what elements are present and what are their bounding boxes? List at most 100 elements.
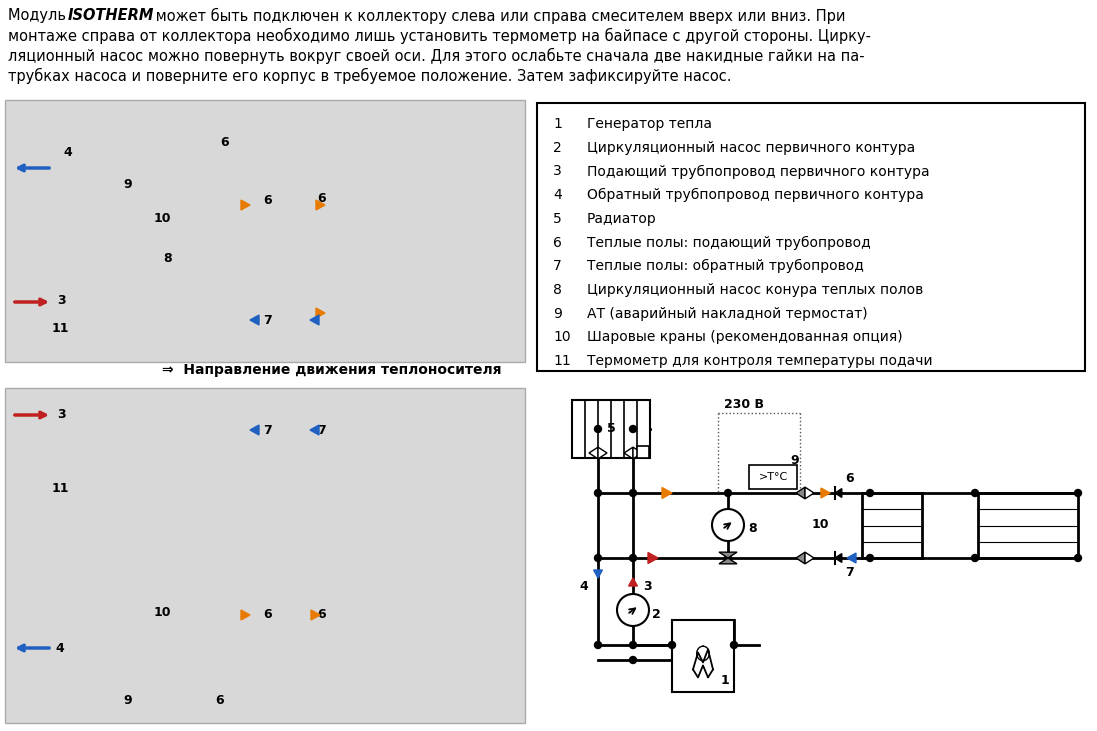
Polygon shape bbox=[241, 610, 250, 620]
Text: Циркуляционный насос первичного контура: Циркуляционный насос первичного контура bbox=[587, 140, 915, 155]
Bar bbox=[572, 400, 651, 458]
Text: 7: 7 bbox=[263, 314, 272, 327]
Polygon shape bbox=[316, 200, 325, 210]
Bar bbox=[672, 620, 734, 692]
Text: 8: 8 bbox=[163, 251, 172, 265]
Text: Термометр для контроля температуры подачи: Термометр для контроля температуры подач… bbox=[587, 354, 932, 368]
Polygon shape bbox=[633, 447, 642, 459]
Text: 4: 4 bbox=[579, 580, 588, 593]
Text: Генератор тепла: Генератор тепла bbox=[587, 117, 712, 131]
Circle shape bbox=[712, 509, 744, 541]
Polygon shape bbox=[250, 425, 259, 435]
Text: ляционный насос можно повернуть вокруг своей оси. Для этого ослабьте сначала две: ляционный насос можно повернуть вокруг с… bbox=[8, 48, 864, 64]
Circle shape bbox=[1074, 490, 1082, 496]
Bar bbox=[637, 446, 649, 458]
Circle shape bbox=[867, 490, 873, 496]
Text: 7: 7 bbox=[318, 423, 327, 436]
Circle shape bbox=[972, 490, 979, 496]
Polygon shape bbox=[241, 200, 250, 210]
Text: 3: 3 bbox=[58, 409, 66, 422]
Text: Теплые полы: обратный трубопровод: Теплые полы: обратный трубопровод bbox=[587, 260, 863, 273]
Text: 5: 5 bbox=[607, 423, 615, 436]
Circle shape bbox=[802, 490, 808, 496]
Polygon shape bbox=[250, 315, 259, 325]
Text: 11: 11 bbox=[52, 322, 69, 335]
Text: может быть подключен к коллектору слева или справа смесителем вверх или вниз. Пр: может быть подключен к коллектору слева … bbox=[151, 8, 846, 24]
Circle shape bbox=[630, 555, 636, 561]
Polygon shape bbox=[719, 552, 737, 564]
Circle shape bbox=[724, 490, 732, 496]
Circle shape bbox=[630, 490, 636, 496]
Text: 7: 7 bbox=[263, 423, 272, 436]
Polygon shape bbox=[805, 487, 814, 499]
Text: Шаровые краны (рекомендованная опция): Шаровые краны (рекомендованная опция) bbox=[587, 330, 903, 344]
Polygon shape bbox=[648, 553, 658, 564]
Text: 6: 6 bbox=[318, 608, 326, 621]
Text: 11: 11 bbox=[52, 482, 69, 494]
Polygon shape bbox=[661, 488, 672, 499]
Text: 7: 7 bbox=[846, 566, 855, 578]
Polygon shape bbox=[312, 610, 320, 620]
Text: трубках насоса и поверните его корпус в требуемое положение. Затем зафиксируйте : трубках насоса и поверните его корпус в … bbox=[8, 68, 732, 84]
Circle shape bbox=[668, 642, 676, 648]
Text: 10: 10 bbox=[812, 518, 828, 531]
Text: Радиатор: Радиатор bbox=[587, 212, 657, 226]
Text: 4: 4 bbox=[64, 145, 72, 159]
Text: 2: 2 bbox=[553, 140, 562, 155]
Text: 3: 3 bbox=[643, 580, 652, 593]
Text: ISOTHERM: ISOTHERM bbox=[68, 8, 155, 23]
Text: 4: 4 bbox=[56, 642, 65, 654]
Polygon shape bbox=[796, 487, 805, 499]
Text: 3: 3 bbox=[58, 294, 66, 306]
Bar bbox=[538, 103, 1085, 371]
Text: 9: 9 bbox=[790, 453, 799, 466]
Text: 6: 6 bbox=[216, 694, 224, 706]
Polygon shape bbox=[805, 552, 814, 564]
Text: 5: 5 bbox=[553, 212, 562, 226]
Polygon shape bbox=[589, 447, 598, 459]
Polygon shape bbox=[821, 488, 830, 498]
Text: Обратный трубпопровод первичного контура: Обратный трубпопровод первичного контура bbox=[587, 188, 924, 202]
Text: 2: 2 bbox=[652, 607, 660, 621]
Circle shape bbox=[595, 425, 601, 433]
Circle shape bbox=[1074, 555, 1082, 561]
Text: 1: 1 bbox=[553, 117, 562, 131]
Text: 4: 4 bbox=[553, 188, 562, 202]
Text: 10: 10 bbox=[553, 330, 570, 344]
Circle shape bbox=[867, 555, 873, 561]
Text: 7: 7 bbox=[553, 260, 562, 273]
Text: 10: 10 bbox=[154, 211, 171, 224]
Circle shape bbox=[731, 642, 737, 648]
Circle shape bbox=[802, 555, 808, 561]
Polygon shape bbox=[629, 578, 637, 586]
Text: Подающий трубпопровод первичного контура: Подающий трубпопровод первичного контура bbox=[587, 164, 929, 178]
Text: 6: 6 bbox=[846, 472, 855, 485]
Text: 6: 6 bbox=[318, 192, 326, 205]
Text: Циркуляционный насос конура теплых полов: Циркуляционный насос конура теплых полов bbox=[587, 283, 924, 297]
Text: 6: 6 bbox=[220, 137, 229, 150]
Circle shape bbox=[972, 555, 979, 561]
Text: 230 В: 230 В bbox=[724, 398, 764, 412]
Polygon shape bbox=[847, 553, 856, 563]
Text: 9: 9 bbox=[124, 694, 133, 706]
Circle shape bbox=[595, 490, 601, 496]
Text: Теплые полы: подающий трубопровод: Теплые полы: подающий трубопровод bbox=[587, 235, 871, 250]
Polygon shape bbox=[835, 553, 841, 562]
Polygon shape bbox=[593, 570, 602, 578]
Text: АТ (аварийный накладной термостат): АТ (аварийный накладной термостат) bbox=[587, 307, 868, 321]
Text: ⇒  Направление движения теплоносителя: ⇒ Направление движения теплоносителя bbox=[162, 363, 501, 377]
Text: 9: 9 bbox=[124, 178, 133, 192]
Circle shape bbox=[630, 425, 636, 433]
Text: 11: 11 bbox=[553, 354, 570, 368]
Circle shape bbox=[595, 642, 601, 648]
Polygon shape bbox=[796, 552, 805, 564]
Text: 3: 3 bbox=[553, 164, 562, 178]
Text: 6: 6 bbox=[553, 235, 562, 249]
Polygon shape bbox=[835, 488, 841, 497]
Text: >T°C: >T°C bbox=[758, 472, 788, 482]
Circle shape bbox=[630, 656, 636, 664]
Text: 6: 6 bbox=[263, 608, 272, 621]
Circle shape bbox=[724, 555, 732, 561]
Polygon shape bbox=[598, 447, 607, 459]
Text: 9: 9 bbox=[553, 307, 562, 321]
